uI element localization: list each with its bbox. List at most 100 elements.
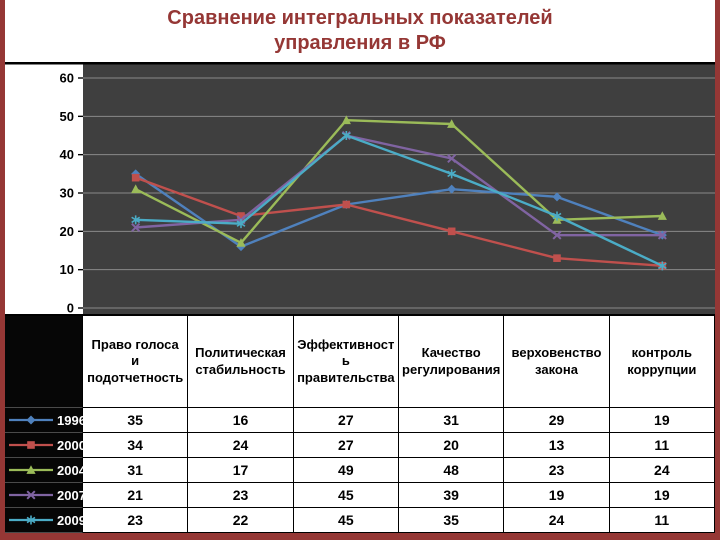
square-marker-icon bbox=[553, 254, 561, 262]
value-cell: 45 bbox=[293, 508, 399, 533]
square-marker-icon bbox=[237, 212, 245, 220]
legend-year-label: 2004 bbox=[57, 462, 86, 478]
value-cell: 35 bbox=[399, 508, 505, 533]
value-cell: 13 bbox=[504, 433, 610, 458]
legend-year-label: 2007 bbox=[57, 487, 86, 503]
legend-year-label: 2000 bbox=[57, 437, 86, 453]
square-marker-icon bbox=[131, 173, 140, 182]
legend-year-label: 1996 bbox=[57, 412, 86, 428]
chart-title: Сравнение интегральных показателей управ… bbox=[5, 0, 715, 62]
y-axis-label: 20 bbox=[60, 224, 74, 239]
series-line-2007 bbox=[135, 134, 663, 237]
value-cell: 23 bbox=[504, 458, 610, 483]
category-header-cell: верховенство закона bbox=[504, 316, 610, 408]
diamond-marker-icon bbox=[552, 192, 562, 202]
asterisk-marker-icon bbox=[657, 261, 667, 271]
category-header-cell: Качество регулирования bbox=[399, 316, 505, 408]
x-marker-icon bbox=[26, 490, 36, 500]
value-cell: 20 bbox=[399, 433, 505, 458]
diamond-marker-icon bbox=[447, 184, 457, 194]
square-marker-icon bbox=[27, 441, 35, 449]
triangle-marker-icon bbox=[341, 115, 351, 125]
series-line-2000 bbox=[135, 176, 663, 268]
legend-cell: 2007 bbox=[5, 483, 86, 508]
legend-cell: 2000 bbox=[5, 433, 86, 458]
line-chart: 0 10 20 30 40 50 60 bbox=[5, 62, 715, 316]
y-axis-label: 0 bbox=[67, 301, 74, 315]
category-header-cell: контроль коррупции bbox=[609, 316, 715, 408]
triangle-marker-icon bbox=[131, 184, 141, 194]
diamond-marker-icon bbox=[26, 415, 36, 425]
legend-year-label: 2009 bbox=[57, 512, 86, 528]
value-cell: 35 bbox=[83, 408, 189, 433]
value-cell: 23 bbox=[188, 483, 294, 508]
value-cell: 31 bbox=[83, 458, 189, 483]
triangle-marker-icon bbox=[26, 465, 36, 474]
y-axis-label: 10 bbox=[60, 262, 74, 277]
value-cell: 24 bbox=[609, 458, 715, 483]
y-axis-label: 50 bbox=[60, 109, 74, 124]
value-cell: 27 bbox=[293, 433, 399, 458]
value-cell: 49 bbox=[293, 458, 399, 483]
y-axis-label: 60 bbox=[60, 71, 74, 86]
value-cell: 19 bbox=[609, 408, 715, 433]
x-marker-icon bbox=[131, 222, 141, 233]
value-cell: 23 bbox=[83, 508, 189, 533]
x-marker-icon bbox=[657, 230, 667, 240]
value-cell: 17 bbox=[188, 458, 294, 483]
asterisk-marker-icon bbox=[236, 219, 246, 229]
diamond-marker-icon bbox=[131, 169, 141, 179]
title-line-1: Сравнение интегральных показателей bbox=[167, 7, 553, 29]
legend-cell: 1996 bbox=[5, 408, 86, 433]
legend-cell: 2004 bbox=[5, 458, 86, 483]
series-marker-icon bbox=[9, 465, 53, 474]
value-cell: 22 bbox=[188, 508, 294, 533]
asterisk-marker-icon bbox=[26, 515, 36, 525]
triangle-marker-icon bbox=[236, 238, 246, 247]
value-cell: 11 bbox=[609, 508, 715, 533]
table-corner-cell bbox=[5, 316, 83, 408]
chart-top-border bbox=[5, 62, 715, 65]
triangle-marker-icon bbox=[657, 211, 667, 220]
value-cell: 16 bbox=[188, 408, 294, 433]
series-line-2004 bbox=[135, 118, 663, 245]
value-cell: 19 bbox=[609, 483, 715, 508]
plot-area bbox=[83, 62, 715, 314]
value-cell: 39 bbox=[399, 483, 505, 508]
chart-plot: 0 10 20 30 40 50 60 bbox=[5, 62, 715, 316]
value-cell: 11 bbox=[609, 433, 715, 458]
value-cell: 45 bbox=[293, 483, 399, 508]
x-marker-icon bbox=[447, 153, 457, 164]
category-header-cell: Политическая стабильность bbox=[188, 316, 294, 408]
y-axis-label: 40 bbox=[60, 147, 74, 162]
value-cell: 24 bbox=[188, 433, 294, 458]
value-cell: 19 bbox=[504, 483, 610, 508]
category-header-cell: Эффективность правительства bbox=[293, 316, 399, 408]
asterisk-marker-icon bbox=[341, 131, 351, 140]
y-axis-label: 30 bbox=[60, 186, 74, 201]
x-marker-icon bbox=[552, 230, 562, 240]
category-header-cell: Право голоса и подотчетность bbox=[83, 316, 189, 408]
series-marker-icon bbox=[9, 441, 53, 449]
value-cell: 21 bbox=[83, 483, 189, 508]
series-marker-icon bbox=[9, 515, 53, 525]
title-line-2: управления в РФ bbox=[274, 32, 446, 54]
triangle-marker-icon bbox=[447, 119, 457, 128]
asterisk-marker-icon bbox=[447, 169, 457, 179]
data-table: Право голоса и подотчетность Политическая… bbox=[5, 314, 715, 533]
value-cell: 27 bbox=[293, 408, 399, 433]
value-cell: 48 bbox=[399, 458, 505, 483]
series-marker-icon bbox=[9, 490, 53, 500]
legend-cell: 2009 bbox=[5, 508, 86, 533]
value-cell: 29 bbox=[504, 408, 610, 433]
value-cell: 34 bbox=[83, 433, 189, 458]
value-cell: 31 bbox=[399, 408, 505, 433]
square-marker-icon bbox=[342, 200, 351, 209]
square-marker-icon bbox=[447, 227, 456, 236]
asterisk-marker-icon bbox=[131, 215, 141, 225]
series-marker-icon bbox=[9, 415, 53, 425]
series-line-2009 bbox=[135, 134, 663, 267]
value-cell: 24 bbox=[504, 508, 610, 533]
asterisk-marker-icon bbox=[552, 211, 562, 221]
